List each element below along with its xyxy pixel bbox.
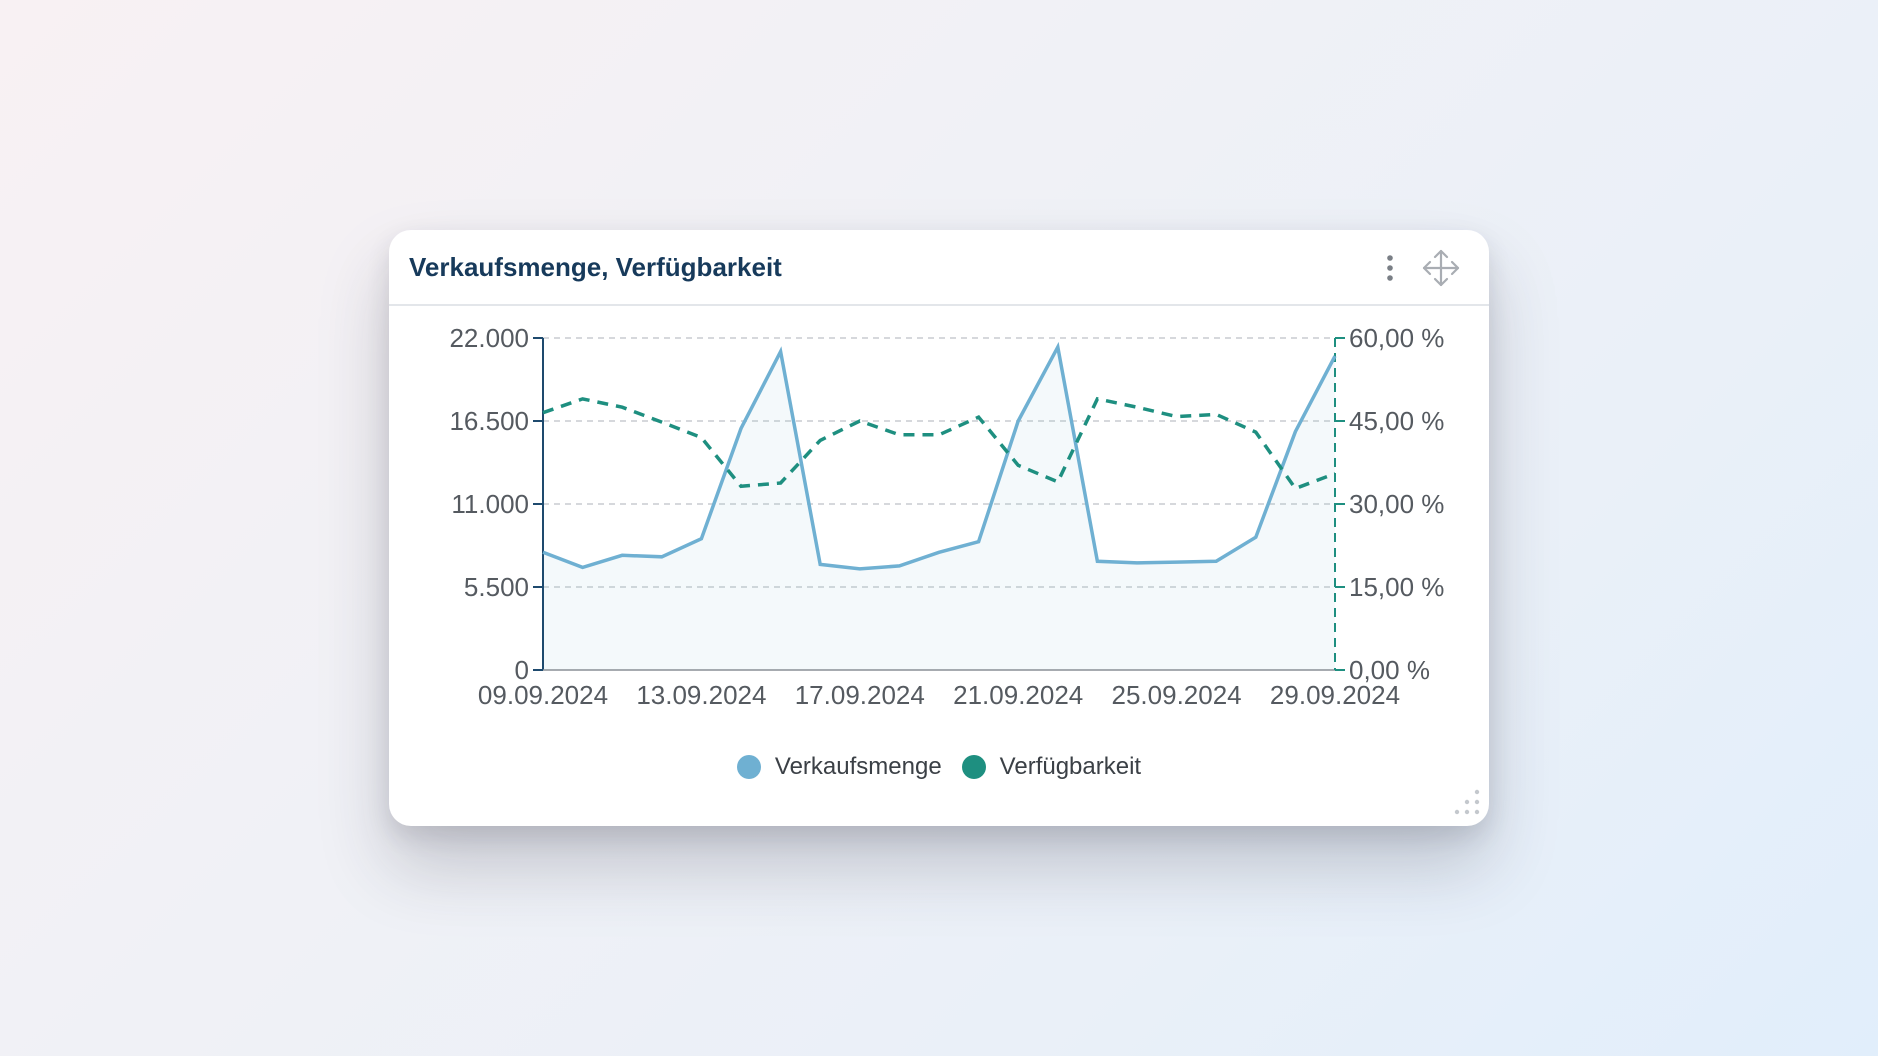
axes: [533, 337, 1345, 671]
y-right-tick-label: 30,00 %: [1349, 489, 1444, 519]
point-verfuegbarkeit[interactable]: [539, 409, 547, 417]
point-verkaufsmenge[interactable]: [935, 548, 943, 556]
chart-legend: Verkaufsmenge Verfügbarkeit: [389, 750, 1489, 784]
point-verkaufsmenge[interactable]: [697, 535, 705, 543]
y-right-tick-label: 60,00 %: [1349, 323, 1444, 353]
legend-item-verkaufsmenge[interactable]: Verkaufsmenge: [736, 753, 942, 781]
point-verkaufsmenge[interactable]: [1054, 343, 1062, 351]
point-verkaufsmenge[interactable]: [1291, 428, 1299, 436]
point-verkaufsmenge[interactable]: [777, 348, 785, 356]
area-verkaufsmenge: [543, 347, 1335, 670]
y-left-tick-label: 16.500: [449, 406, 529, 436]
move-arrows-icon[interactable]: [1421, 248, 1461, 288]
point-verfuegbarkeit[interactable]: [737, 482, 745, 490]
point-verfuegbarkeit[interactable]: [1252, 428, 1260, 436]
point-verfuegbarkeit[interactable]: [1133, 403, 1141, 411]
point-verkaufsmenge[interactable]: [975, 538, 983, 546]
x-tick-label: 09.09.2024: [478, 680, 608, 710]
point-verkaufsmenge[interactable]: [1252, 533, 1260, 541]
series-lines: [539, 341, 1339, 573]
point-verkaufsmenge[interactable]: [618, 551, 626, 559]
point-verkaufsmenge[interactable]: [1212, 557, 1220, 565]
point-verfuegbarkeit[interactable]: [1054, 478, 1062, 486]
y-left-tick-label: 5.500: [464, 572, 529, 602]
card-title: Verkaufsmenge, Verfügbarkeit: [409, 252, 782, 282]
point-verfuegbarkeit[interactable]: [1173, 413, 1181, 421]
point-verfuegbarkeit[interactable]: [1331, 470, 1339, 478]
point-verfuegbarkeit[interactable]: [777, 479, 785, 487]
y-left-tick-label: 0: [515, 655, 529, 685]
point-verfuegbarkeit[interactable]: [1014, 461, 1022, 469]
y-right-tick-label: 45,00 %: [1349, 406, 1444, 436]
point-verkaufsmenge[interactable]: [1173, 558, 1181, 566]
tick-labels: 0 5.500 11.000 16.500 22.000 0,00 % 15,00 % 30,…: [449, 323, 1444, 710]
line-verfuegbarkeit[interactable]: [542, 396, 1336, 491]
x-tick-label: 13.09.2024: [636, 680, 766, 710]
series-area-verkaufsmenge: [543, 347, 1335, 670]
more-vertical-icon[interactable]: [1375, 250, 1405, 286]
point-verfuegbarkeit[interactable]: [975, 413, 983, 421]
point-verfuegbarkeit[interactable]: [856, 417, 864, 425]
point-verkaufsmenge[interactable]: [579, 563, 587, 571]
point-verkaufsmenge[interactable]: [816, 560, 824, 568]
x-tick-label: 29.09.2024: [1270, 680, 1400, 710]
line-chart: 0 5.500 11.000 16.500 22.000 0,00 % 15,00 % 30,…: [449, 323, 1444, 710]
card-header: Verkaufsmenge, Verfügbarkeit: [389, 230, 1489, 306]
point-verfuegbarkeit[interactable]: [697, 434, 705, 442]
y-right-tick-label: 15,00 %: [1349, 572, 1444, 602]
point-verkaufsmenge[interactable]: [1093, 557, 1101, 565]
chart-card: Verkaufsmenge, Verfügbarkeit 0 5.500 11.00: [389, 230, 1489, 826]
resize-grip-icon[interactable]: [1449, 786, 1483, 820]
y-left-tick-label: 22.000: [449, 323, 529, 353]
point-verfuegbarkeit[interactable]: [579, 395, 587, 403]
point-verfuegbarkeit[interactable]: [895, 431, 903, 439]
point-verfuegbarkeit[interactable]: [1212, 410, 1220, 418]
point-verkaufsmenge[interactable]: [658, 553, 666, 561]
point-verfuegbarkeit[interactable]: [618, 403, 626, 411]
y-right-tick-label: 0,00 %: [1349, 655, 1430, 685]
point-verkaufsmenge[interactable]: [856, 565, 864, 573]
point-verfuegbarkeit[interactable]: [1291, 485, 1299, 493]
point-verkaufsmenge[interactable]: [1331, 352, 1339, 360]
legend-label-verkaufsmenge: Verkaufsmenge: [774, 753, 942, 780]
legend-item-verfuegbarkeit[interactable]: Verfügbarkeit: [961, 753, 1142, 781]
grid-lines: [543, 337, 1335, 588]
x-tick-label: 17.09.2024: [795, 680, 925, 710]
line-verkaufsmenge[interactable]: [542, 341, 1337, 571]
point-verkaufsmenge[interactable]: [539, 548, 547, 556]
legend-dot-verfuegbarkeit: [961, 755, 986, 779]
point-verkaufsmenge[interactable]: [1014, 417, 1022, 425]
point-verkaufsmenge[interactable]: [895, 562, 903, 570]
point-verfuegbarkeit[interactable]: [935, 431, 943, 439]
y-left-tick-label: 11.000: [451, 489, 529, 519]
point-verkaufsmenge[interactable]: [1133, 559, 1141, 567]
point-verkaufsmenge[interactable]: [737, 425, 745, 433]
point-verfuegbarkeit[interactable]: [1093, 395, 1101, 403]
point-verfuegbarkeit[interactable]: [658, 418, 666, 426]
x-tick-label: 21.09.2024: [953, 680, 1083, 710]
legend-dot-verkaufsmenge: [736, 755, 761, 779]
x-tick-label: 25.09.2024: [1112, 680, 1242, 710]
point-verfuegbarkeit[interactable]: [816, 436, 824, 444]
legend-label-verfuegbarkeit: Verfügbarkeit: [999, 753, 1142, 780]
